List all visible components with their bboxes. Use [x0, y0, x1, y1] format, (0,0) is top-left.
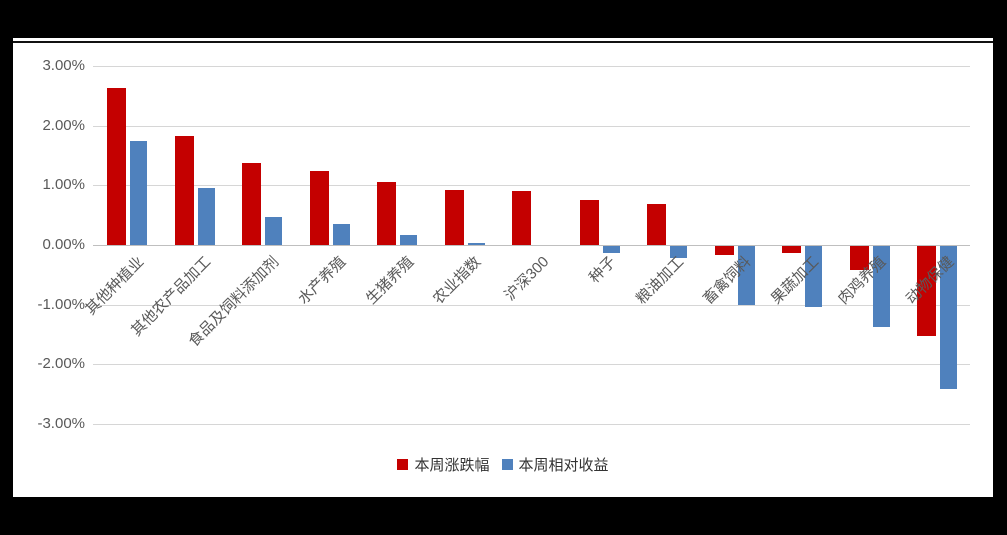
bar-series1-cat4 [309, 171, 329, 245]
y-axis-tick-label: 3.00% [42, 57, 85, 74]
y-axis-tick-label: -3.00% [37, 415, 85, 432]
bar-series1-cat10 [714, 246, 734, 255]
x-axis-category-label: 种子 [586, 253, 620, 287]
bar-series1-cat6 [444, 190, 464, 245]
y-axis-tick-label: 2.00% [42, 117, 85, 134]
bar-series2-cat4 [332, 224, 350, 245]
chart-panel: 3.00% 2.00% 1.00% 0.00% -1.00% -2.00% -3.00% 其他… [13, 38, 993, 497]
bar-series1-cat7 [512, 191, 531, 245]
gridline [93, 305, 970, 306]
x-axis-category-label: 生猪养殖 [362, 253, 418, 308]
chart-legend: 本周涨跌幅 本周相对收益 [13, 454, 993, 475]
bar-series2-cat10 [737, 246, 755, 305]
gridline [93, 424, 970, 425]
panel-top-border [13, 41, 993, 43]
y-axis-tick-label: -1.00% [37, 296, 85, 313]
x-axis-category-label: 农业指数 [430, 253, 485, 308]
bar-series1-cat1 [107, 88, 126, 245]
bar-series2-cat3 [265, 217, 282, 245]
y-axis-tick-label: 0.00% [42, 236, 85, 253]
gridline [93, 126, 970, 127]
legend-label: 本周相对收益 [518, 457, 609, 474]
bar-series1-cat12 [849, 246, 869, 270]
bar-series1-cat9 [647, 204, 666, 245]
gridline [93, 66, 970, 67]
bar-series1-cat8 [579, 200, 599, 245]
y-axis-tick-label: 1.00% [42, 176, 85, 193]
bar-series2-cat9 [670, 246, 687, 258]
bar-series2-cat6 [467, 243, 485, 245]
gridline [93, 364, 970, 365]
x-axis-category-label: 水产养殖 [295, 253, 350, 308]
legend-item: 本周涨跌幅 [397, 454, 490, 475]
x-axis-category-label: 其他种植业 [82, 253, 148, 319]
bar-series1-cat5 [377, 182, 396, 245]
legend-item: 本周相对收益 [501, 454, 609, 475]
bar-series1-cat3 [242, 163, 261, 245]
bar-series2-cat12 [872, 246, 890, 327]
legend-label: 本周涨跌幅 [414, 457, 490, 474]
bar-series2-cat5 [400, 235, 417, 245]
legend-swatch-icon [397, 459, 409, 470]
gridline [93, 185, 970, 186]
bar-series2-cat8 [602, 246, 620, 253]
bar-series1-cat13 [917, 246, 936, 336]
bar-series2-cat13 [940, 246, 957, 389]
x-axis-category-label: 粮油加工 [632, 253, 688, 308]
bar-series1-cat2 [174, 136, 194, 245]
bar-series1-cat11 [782, 246, 801, 253]
bar-series2-cat2 [197, 188, 215, 245]
bar-series2-cat1 [130, 141, 147, 245]
y-axis-tick-label: -2.00% [37, 355, 85, 372]
legend-swatch-icon [501, 459, 513, 470]
bar-series2-cat11 [805, 246, 822, 307]
zero-axis-line [93, 245, 970, 246]
x-axis-category-label: 沪深300 [501, 253, 553, 305]
